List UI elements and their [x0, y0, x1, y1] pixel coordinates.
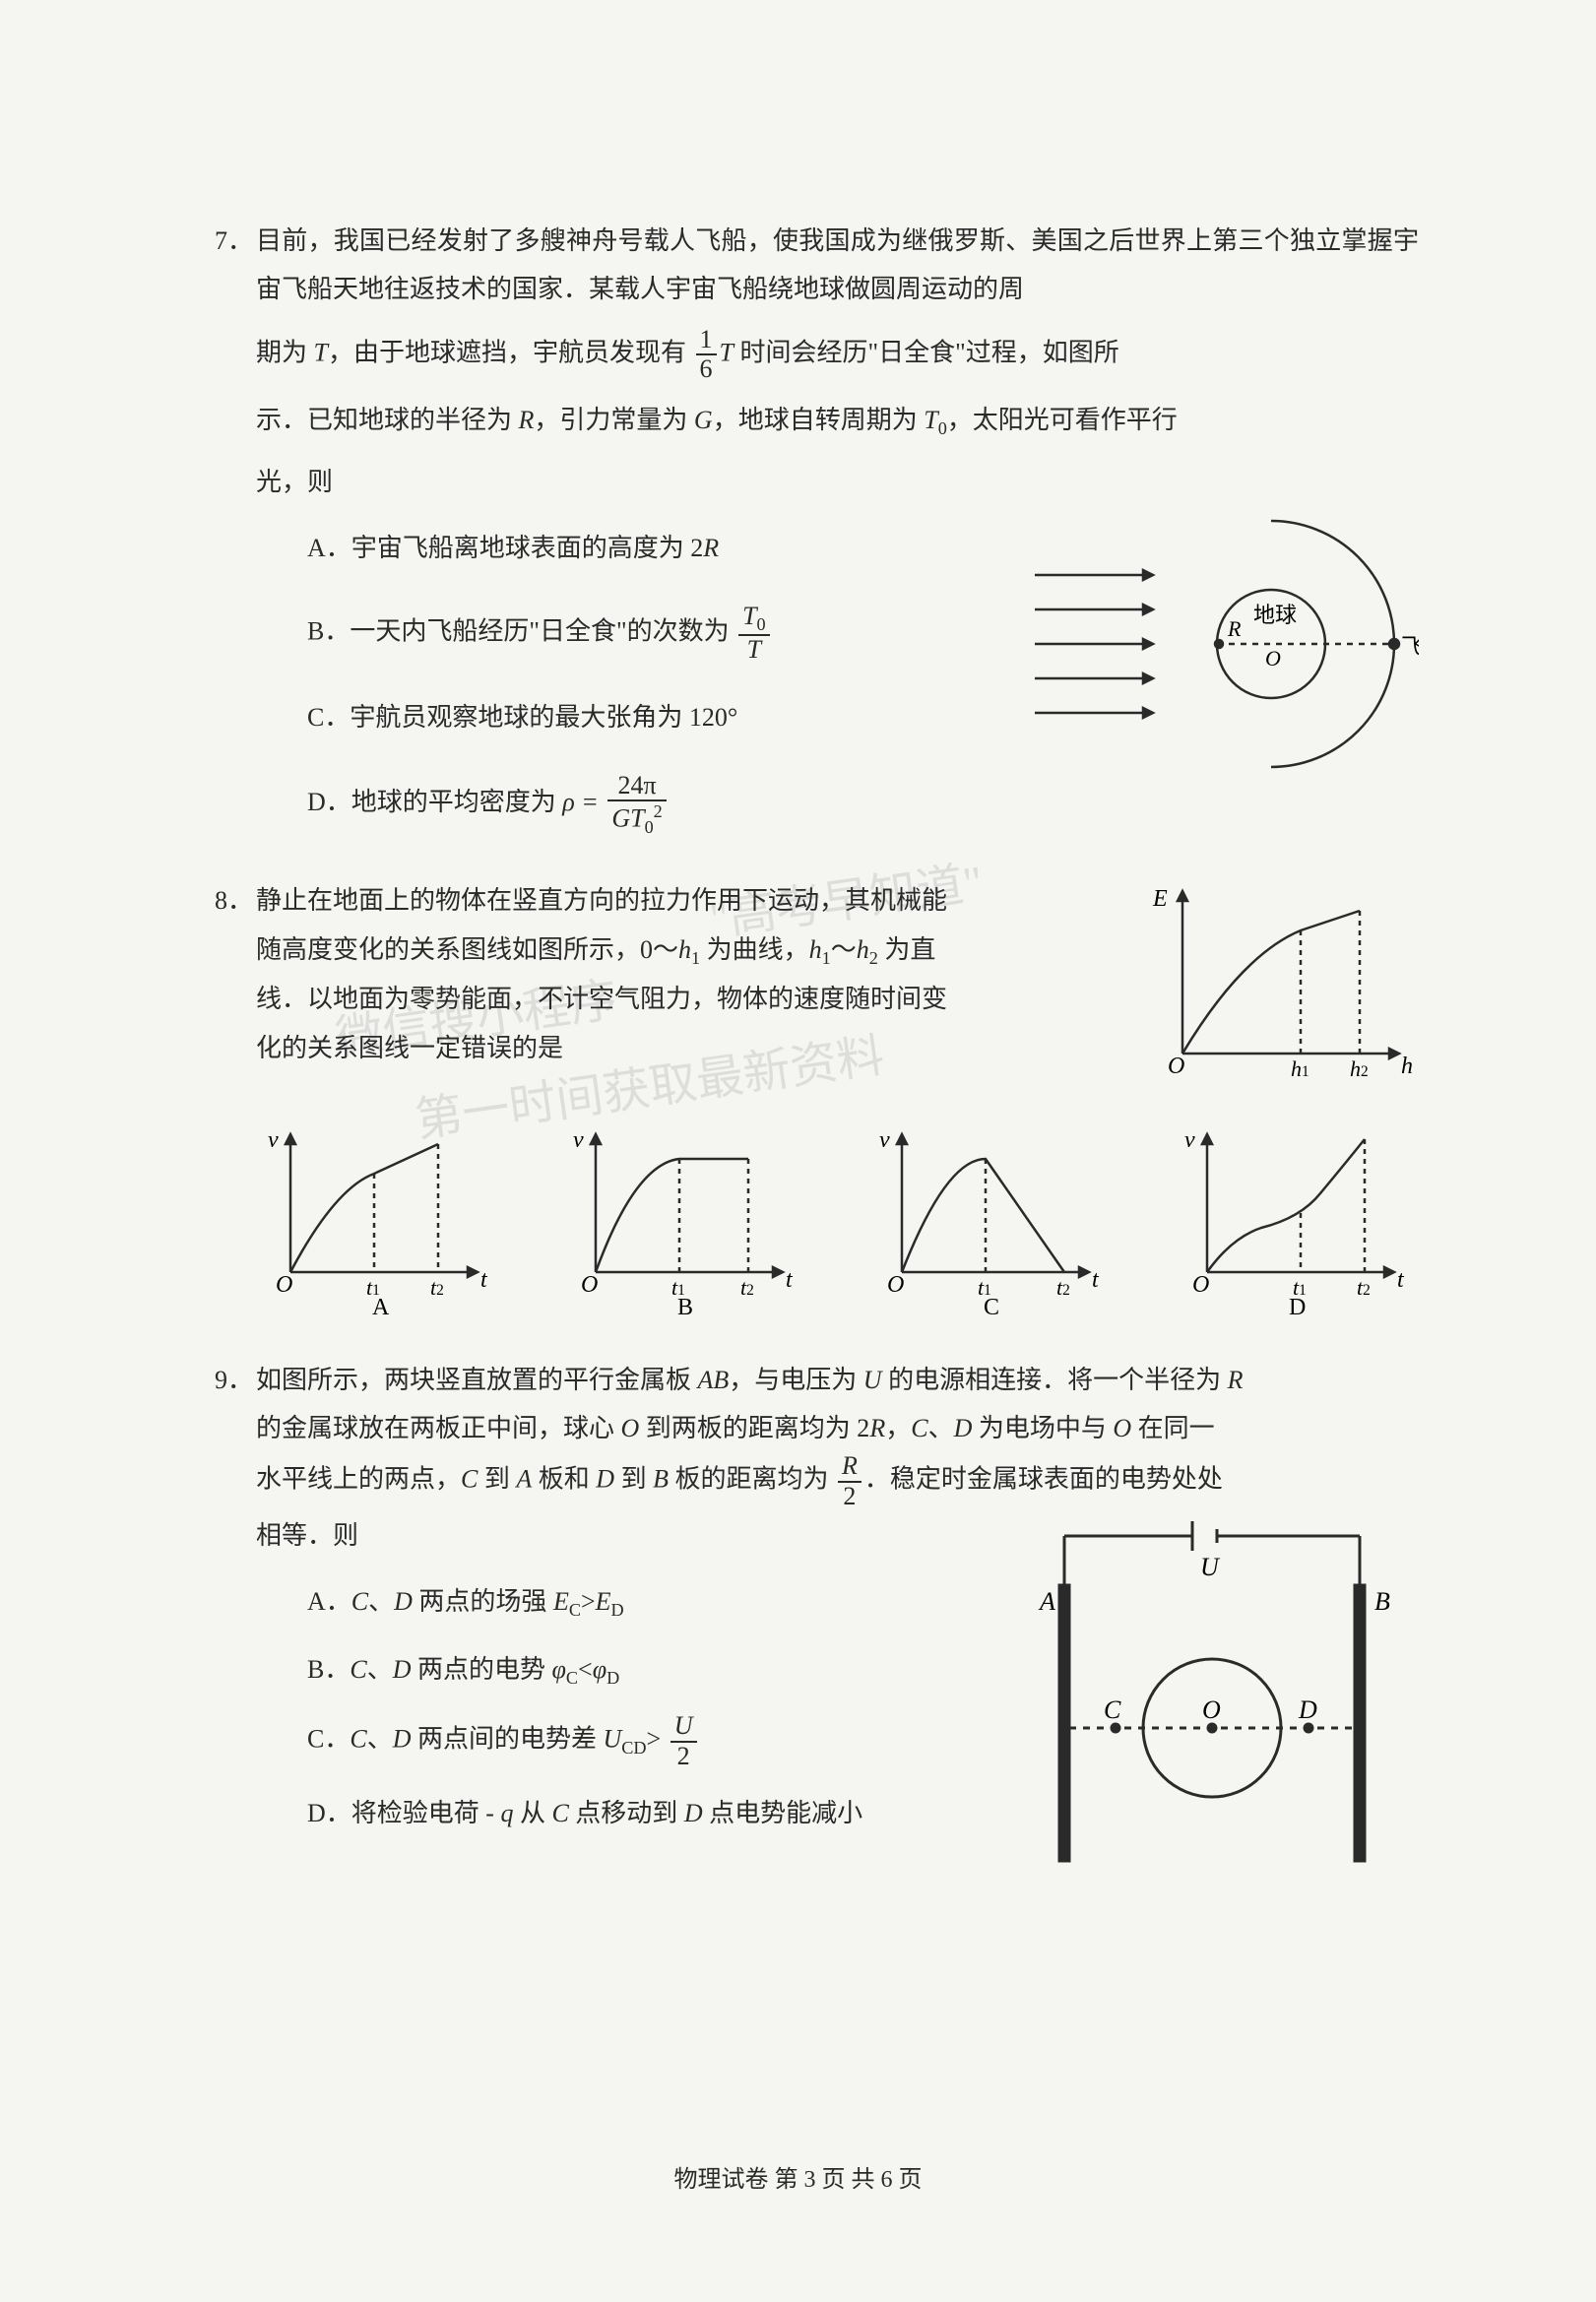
svg-text:O: O	[1192, 1272, 1209, 1298]
svg-text:t: t	[480, 1267, 488, 1293]
svg-text:O: O	[1168, 1054, 1184, 1079]
svg-text:D: D	[1289, 1295, 1306, 1316]
O-label: O	[1265, 646, 1281, 671]
svg-text:E: E	[1152, 886, 1168, 912]
svg-text:t: t	[786, 1267, 794, 1293]
svg-text:t2: t2	[430, 1275, 444, 1300]
svg-text:v: v	[268, 1127, 279, 1153]
svg-text:O: O	[887, 1272, 904, 1298]
q9-number: 9．	[215, 1356, 253, 1404]
svg-text:t: t	[1092, 1267, 1100, 1293]
q7-body: 目前，我国已经发射了多艘神舟号载人飞船，使我国成为继俄罗斯、美国之后世界上第三个…	[256, 217, 1419, 837]
q8-chart-D: v O t1 t2 t D	[1173, 1119, 1419, 1316]
svg-text:v: v	[573, 1127, 584, 1153]
q7-text4: 光，则	[256, 468, 333, 496]
q7-text2b: ，由于地球遮挡，宇航员发现有	[328, 338, 686, 366]
q8-chart-C: v O t1 t2 t C	[867, 1119, 1114, 1316]
q9-capacitor-diagram: U A B C O D	[1005, 1511, 1419, 1876]
svg-text:O: O	[581, 1272, 598, 1298]
q7-figure: 地球 R O 飞船	[1025, 506, 1419, 798]
svg-text:h2: h2	[1350, 1056, 1369, 1081]
q7-text1: 目前，我国已经发射了多艘神舟号载人飞船，使我国成为继俄罗斯、美国之后世界上第三个…	[256, 226, 1419, 303]
q7-number: 7．	[215, 217, 253, 265]
q7-text2a: 期为	[256, 338, 314, 366]
svg-text:t2: t2	[1357, 1275, 1371, 1300]
q7-frac16: 16	[696, 326, 717, 384]
svg-text:O: O	[1202, 1695, 1221, 1724]
page-footer: 物理试卷 第 3 页 共 6 页	[0, 2158, 1596, 2204]
svg-text:v: v	[1184, 1127, 1195, 1153]
q7-text3d: ，太阳光可看作平行	[947, 406, 1178, 434]
q7-T0sub: 0	[938, 418, 947, 438]
q8-text1: 静止在地面上的物体在竖直方向的拉力作用下运动，其机械能	[256, 886, 947, 915]
svg-text:B: B	[1374, 1587, 1390, 1616]
q9-body: 如图所示，两块竖直放置的平行金属板 AB，与电压为 U 的电源相连接．将一个半径…	[256, 1356, 1419, 1891]
q8-E-h-chart: E O h1 h2 h	[1143, 876, 1419, 1083]
q7-fracT0T: T0 T	[738, 603, 770, 665]
q9-figure: U A B C O D	[1005, 1511, 1419, 1891]
svg-text:C: C	[1104, 1695, 1121, 1724]
svg-text:v: v	[879, 1127, 890, 1153]
q8-options-charts: v O t1 t2 t A v O t1 t2 t	[256, 1119, 1419, 1316]
q8-body: E O h1 h2 h 静止在地面上的物体在竖直方向的拉力作用下运动，其机械能 …	[256, 876, 1419, 1315]
q7-text3c: ，地球自转周期为	[713, 406, 925, 434]
svg-text:O: O	[276, 1272, 292, 1298]
q7-T0: T	[924, 406, 937, 434]
svg-text:A: A	[1038, 1587, 1055, 1616]
R-label: R	[1227, 616, 1242, 641]
q7-fracRho: 24π GT02	[607, 772, 666, 837]
q7-orbit-diagram: 地球 R O 飞船	[1025, 506, 1419, 782]
q7-G: G	[694, 406, 713, 434]
question-8: 8． E O h1 h2 h 静止在地面上的物体在竖直方向的拉力作用下运动，其机…	[256, 876, 1419, 1315]
ship-label: 飞船	[1401, 634, 1419, 659]
svg-text:C: C	[984, 1295, 999, 1316]
q7-text3b: ，引力常量为	[534, 406, 694, 434]
q7-T2: T	[720, 338, 734, 366]
svg-text:B: B	[677, 1295, 693, 1316]
svg-text:t: t	[1397, 1267, 1405, 1293]
q7-T: T	[314, 338, 328, 366]
svg-text:t2: t2	[1056, 1275, 1070, 1300]
svg-text:t2: t2	[740, 1275, 754, 1300]
q8-chart-A: v O t1 t2 t A	[256, 1119, 502, 1316]
q8-number: 8．	[215, 876, 253, 925]
q8-chart-B: v O t1 t2 t B	[561, 1119, 807, 1316]
q7-text3a: 示．已知地球的半径为	[256, 406, 519, 434]
earth-label: 地球	[1253, 603, 1297, 627]
svg-text:h: h	[1401, 1054, 1413, 1079]
q8-main-figure: E O h1 h2 h	[1143, 876, 1419, 1099]
svg-text:A: A	[372, 1295, 390, 1316]
q7-R: R	[519, 406, 535, 434]
question-9: 9． 如图所示，两块竖直放置的平行金属板 AB，与电压为 U 的电源相连接．将一…	[256, 1356, 1419, 1891]
svg-text:U: U	[1200, 1553, 1221, 1581]
question-7: 7． 目前，我国已经发射了多艘神舟号载人飞船，使我国成为继俄罗斯、美国之后世界上…	[256, 217, 1419, 837]
q7-text2c: 时间会经历"日全食"过程，如图所	[734, 338, 1119, 366]
svg-text:D: D	[1298, 1695, 1317, 1724]
svg-text:h1: h1	[1291, 1056, 1309, 1081]
